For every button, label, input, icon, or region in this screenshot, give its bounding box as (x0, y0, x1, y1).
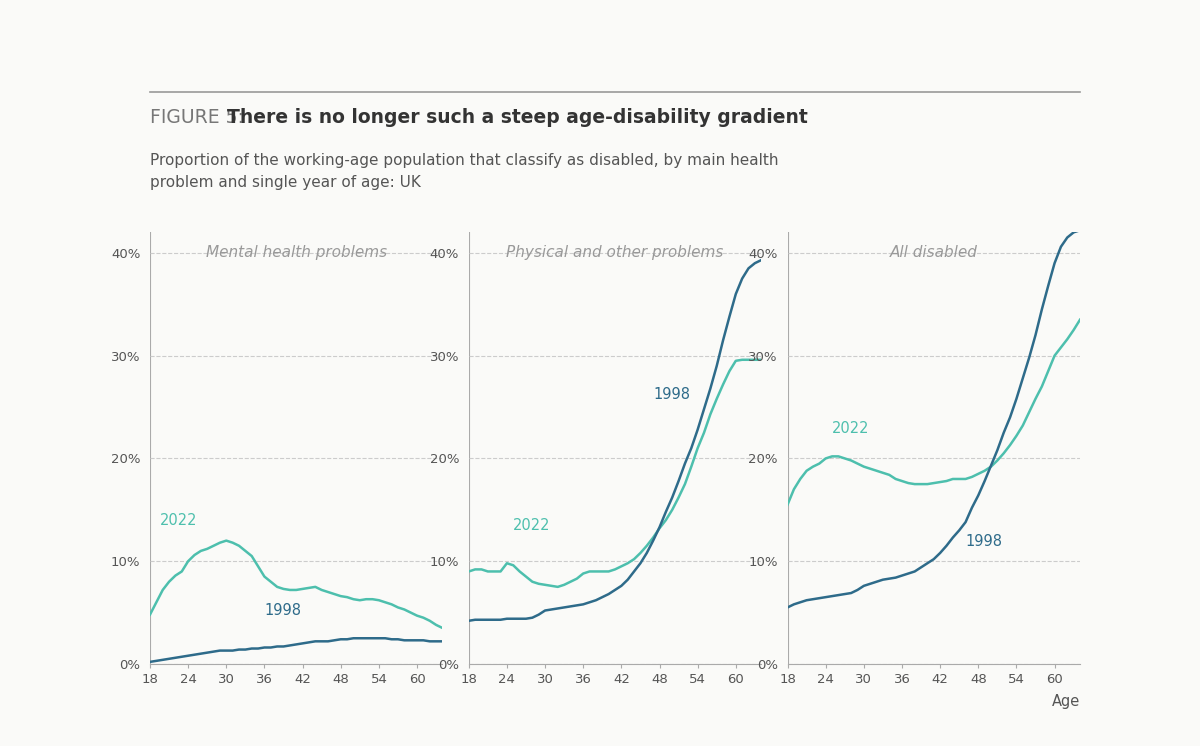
Text: 1998: 1998 (264, 603, 301, 618)
Text: All disabled: All disabled (890, 245, 978, 260)
Text: FIGURE 5:: FIGURE 5: (150, 108, 250, 127)
X-axis label: Age: Age (1051, 695, 1080, 709)
Text: 1998: 1998 (653, 387, 690, 402)
Text: Physical and other problems: Physical and other problems (506, 245, 724, 260)
Text: There is no longer such a steep age-disability gradient: There is no longer such a steep age-disa… (227, 108, 808, 127)
Text: 2022: 2022 (514, 518, 551, 533)
Text: 2022: 2022 (832, 421, 870, 436)
Text: 2022: 2022 (160, 513, 197, 528)
Text: Mental health problems: Mental health problems (205, 245, 386, 260)
Text: Proportion of the working-age population that classify as disabled, by main heal: Proportion of the working-age population… (150, 153, 779, 189)
Text: 1998: 1998 (966, 534, 1002, 549)
